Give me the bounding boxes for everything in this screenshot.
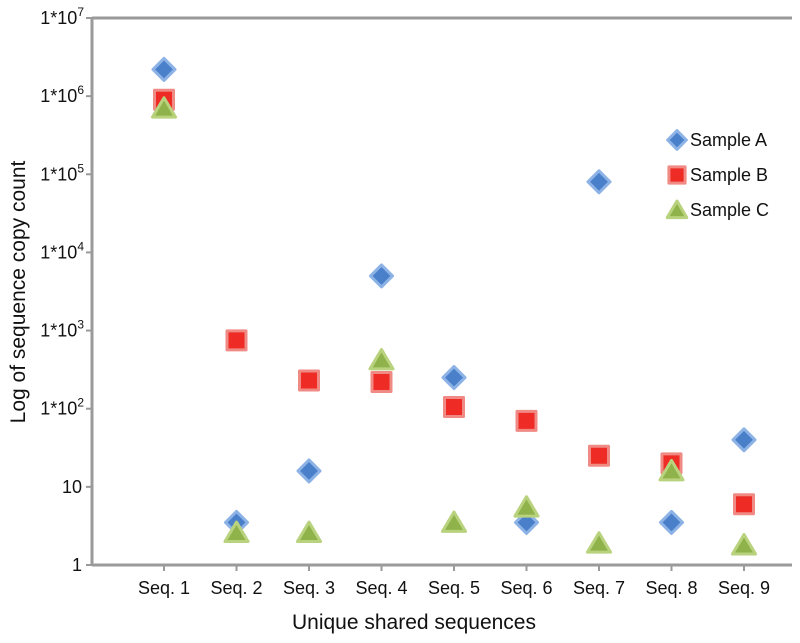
data-point-sample-a: [369, 263, 394, 289]
y-tick-label: 1*104: [40, 239, 84, 262]
y-tick-exponent: 7: [77, 5, 84, 19]
legend-marker-sample-b: [667, 165, 687, 185]
y-tick-label: 10: [62, 477, 82, 497]
data-point-sample-c: [730, 533, 758, 556]
data-point-sample-c: [440, 510, 468, 533]
y-tick-label: 1*106: [40, 83, 84, 106]
data-point-sample-b: [733, 493, 755, 516]
x-axis-title: Unique shared sequences: [292, 611, 536, 634]
y-tick-label: 1*103: [40, 318, 84, 341]
x-tick-labels: Seq. 1 Seq. 2 Seq. 3 Seq. 4 Seq. 5 Seq. 6 Seq.…: [138, 565, 770, 598]
data-point-sample-a: [659, 509, 684, 535]
data-point-sample-c: [295, 520, 323, 543]
y-tick-exponent: 5: [77, 161, 84, 175]
data-point-sample-a: [151, 56, 177, 82]
y-tick-exponent: 4: [77, 239, 84, 253]
x-tick-label: Seq. 9: [718, 578, 770, 598]
y-tick-label: 1*107: [40, 5, 84, 28]
y-axis-title: Log of sequence copy count: [7, 160, 30, 423]
data-point-sample-c: [223, 520, 250, 543]
x-tick-label: Seq. 7: [573, 578, 625, 598]
x-tick-label: Seq. 4: [355, 578, 407, 598]
x-tick-label: Seq. 5: [428, 578, 480, 598]
data-point-sample-b: [515, 409, 538, 432]
data-point-sample-b: [298, 369, 320, 392]
data-point-sample-a: [441, 365, 467, 391]
data-point-sample-b: [225, 329, 248, 352]
legend-label: Sample B: [690, 165, 768, 185]
legend-marker-sample-a: [666, 129, 688, 151]
data-point-sample-c: [368, 348, 395, 371]
legend-label: Sample C: [690, 200, 769, 220]
data-point-sample-c: [658, 458, 685, 482]
y-tick-exponent: 3: [77, 318, 84, 332]
data-point-sample-c: [150, 96, 178, 119]
legend: Sample A Sample B Sample C: [665, 129, 769, 220]
y-tick-exponent: 2: [77, 396, 84, 410]
data-point-sample-b: [588, 444, 610, 467]
data-point-sample-a: [731, 427, 757, 453]
x-tick-label: Seq. 2: [210, 578, 262, 598]
data-point-sample-b: [370, 370, 393, 393]
data-points: [150, 56, 758, 556]
x-tick-label: Seq. 8: [645, 578, 697, 598]
data-point-sample-c: [585, 531, 613, 554]
y-tick-label: 1*102: [40, 396, 84, 419]
y-tick-exponent: 6: [77, 83, 84, 97]
data-point-sample-c: [513, 495, 540, 518]
legend-marker-sample-c: [665, 199, 689, 220]
data-point-sample-b: [443, 396, 465, 419]
x-tick-label: Seq. 3: [283, 578, 335, 598]
data-point-sample-a: [586, 169, 612, 195]
legend-label: Sample A: [690, 130, 767, 150]
y-tick-label: 1: [72, 555, 82, 575]
axes: [90, 16, 792, 567]
y-tick-labels: 1 10 1*102 1*103 1*104 1*105 1*106 1*107: [40, 5, 92, 575]
x-tick-label: Seq. 6: [500, 578, 552, 598]
x-tick-label: Seq. 1: [138, 578, 190, 598]
data-point-sample-a: [296, 458, 322, 484]
y-tick-label: 1*105: [40, 161, 84, 184]
